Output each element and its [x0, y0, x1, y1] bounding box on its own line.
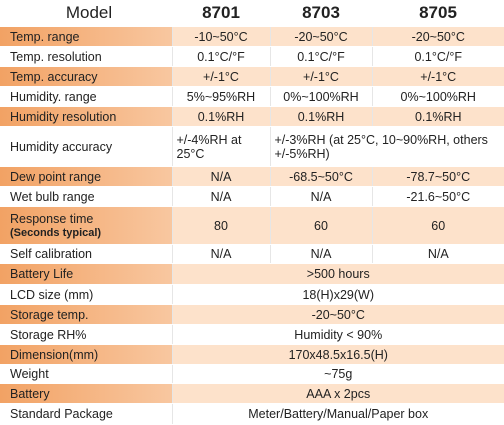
spec-row: Storage temp. -20~50°C: [0, 304, 504, 325]
spec-row: Battery AAA x 2pcs: [0, 383, 504, 404]
cell-value: ~75g: [171, 364, 504, 384]
spec-row: Wet bulb range N/A N/A -21.6~50°C: [0, 186, 504, 207]
cell-value: Humidity < 90%: [171, 324, 504, 345]
cell-value: -21.6~50°C: [371, 186, 504, 207]
row-label: Battery: [0, 383, 172, 404]
cell-value: 0.1%RH: [171, 106, 270, 127]
row-label: Humidity. range: [0, 86, 172, 107]
row-label: Dimension(mm): [0, 344, 172, 365]
cell-value: -20~50°C: [371, 26, 504, 47]
row-label: Humidity resolution: [0, 106, 172, 127]
model-name: 8705: [372, 0, 504, 27]
cell-value: AAA x 2pcs: [171, 383, 504, 404]
spec-row: LCD size (mm) 18(H)x29(W): [0, 284, 504, 305]
row-label: Dew point range: [0, 166, 172, 187]
cell-value: 60: [269, 206, 372, 245]
header-label: Model: [0, 0, 172, 27]
spec-row: Humidity accuracy +/-4%RH at 25°C +/-3%RH …: [0, 126, 504, 167]
cell-value: 0.1%RH: [269, 106, 372, 127]
row-label: Temp. range: [0, 26, 172, 47]
cell-value: +/-1°C: [371, 66, 504, 87]
cell-value: -68.5~50°C: [269, 166, 372, 187]
cell-value: N/A: [269, 186, 372, 207]
cell-value: >500 hours: [171, 263, 504, 285]
cell-value: -20~50°C: [171, 304, 504, 325]
row-label: Battery Life: [0, 263, 172, 285]
cell-value: 0.1°C/°F: [171, 46, 270, 67]
cell-value: -78.7~50°C: [371, 166, 504, 187]
cell-value: 0%~100%RH: [269, 86, 372, 107]
spec-row: Dimension(mm) 170x48.5x16.5(H): [0, 344, 504, 365]
row-label: Temp. resolution: [0, 46, 172, 67]
spec-row: Response time (Seconds typical) 80 60 60: [0, 206, 504, 245]
row-label: Storage temp.: [0, 304, 172, 325]
cell-value: +/-1°C: [269, 66, 372, 87]
cell-value: 5%~95%RH: [171, 86, 270, 107]
row-label: Response time (Seconds typical): [0, 206, 172, 245]
spec-row: Standard Package Meter/Battery/Manual/Pap…: [0, 403, 504, 425]
header-row: Model 8701 8703 8705: [0, 0, 504, 27]
cell-value: 0.1°C/°F: [269, 46, 372, 67]
spec-row: Humidity. range 5%~95%RH 0%~100%RH 0%~100%R…: [0, 86, 504, 107]
cell-value: 0.1%RH: [371, 106, 504, 127]
spec-row: Battery Life >500 hours: [0, 263, 504, 285]
spec-row: Self calibration N/A N/A N/A: [0, 244, 504, 264]
cell-value: 18(H)x29(W): [171, 284, 504, 305]
cell-value: N/A: [171, 186, 270, 207]
cell-value: N/A: [371, 244, 504, 264]
cell-value: +/-3%RH (at 25°C, 10~90%RH, others +/-5%…: [269, 126, 504, 167]
row-label: Storage RH%: [0, 324, 172, 345]
spec-row: Temp. range -10~50°C -20~50°C -20~50°C: [0, 26, 504, 47]
cell-value: N/A: [171, 166, 270, 187]
cell-value: +/-1°C: [171, 66, 270, 87]
cell-value: 0%~100%RH: [371, 86, 504, 107]
row-label: Standard Package: [0, 403, 172, 425]
row-label: Humidity accuracy: [0, 126, 172, 167]
cell-value: N/A: [269, 244, 372, 264]
row-label: LCD size (mm): [0, 284, 172, 305]
cell-value: 80: [171, 206, 270, 245]
spec-row: Weight ~75g: [0, 364, 504, 384]
cell-value: -20~50°C: [269, 26, 372, 47]
row-sublabel: (Seconds typical): [10, 226, 102, 239]
row-label: Weight: [0, 364, 172, 384]
cell-value: Meter/Battery/Manual/Paper box: [171, 403, 504, 425]
cell-value: 170x48.5x16.5(H): [171, 344, 504, 365]
spec-row: Temp. accuracy +/-1°C +/-1°C +/-1°C: [0, 66, 504, 87]
spec-row: Humidity resolution 0.1%RH 0.1%RH 0.1%RH: [0, 106, 504, 127]
spec-row: Temp. resolution 0.1°C/°F 0.1°C/°F 0.1°C/°F: [0, 46, 504, 67]
row-label: Response time: [10, 211, 94, 226]
spec-row: Dew point range N/A -68.5~50°C -78.7~50°C: [0, 166, 504, 187]
cell-value: +/-4%RH at 25°C: [171, 126, 270, 167]
cell-value: N/A: [171, 244, 270, 264]
cell-value: -10~50°C: [171, 26, 270, 47]
cell-value: 0.1°C/°F: [371, 46, 504, 67]
row-label: Self calibration: [0, 244, 172, 264]
cell-value: 60: [371, 206, 504, 245]
row-label: Temp. accuracy: [0, 66, 172, 87]
spec-row: Storage RH% Humidity < 90%: [0, 324, 504, 345]
model-name: 8703: [270, 0, 372, 27]
row-label: Wet bulb range: [0, 186, 172, 207]
model-name: 8701: [172, 0, 270, 27]
